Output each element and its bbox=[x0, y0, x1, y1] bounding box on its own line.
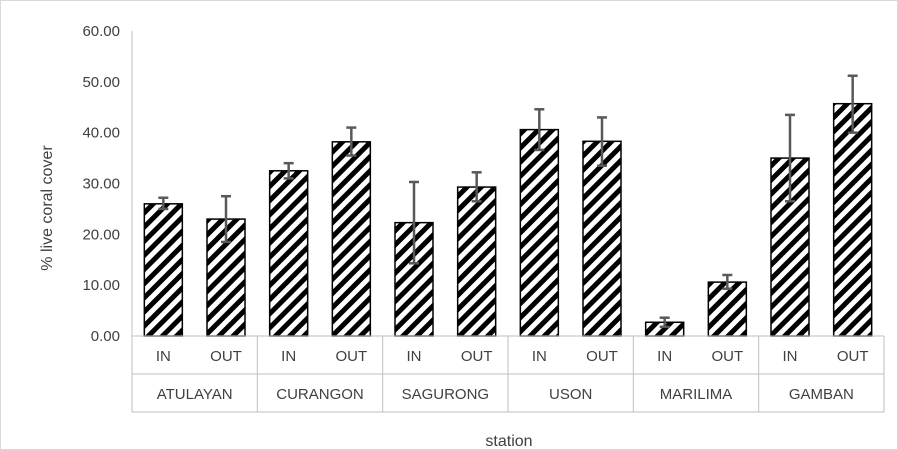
bar-category-label: OUT bbox=[335, 348, 367, 365]
bar-category-label: IN bbox=[281, 348, 296, 365]
bar-category-label: IN bbox=[783, 348, 798, 365]
y-tick-label: 10.00 bbox=[82, 277, 120, 294]
bar-category-label: IN bbox=[657, 348, 672, 365]
bar-category-label: OUT bbox=[837, 348, 869, 365]
bar bbox=[582, 140, 622, 337]
y-tick-label: 20.00 bbox=[82, 226, 120, 243]
bar-category-label: OUT bbox=[210, 348, 242, 365]
group-label: SAGURONG bbox=[402, 386, 490, 403]
bar bbox=[519, 128, 560, 337]
group-label: CURANGON bbox=[276, 386, 364, 403]
bar bbox=[143, 203, 184, 337]
y-tick-label: 0.00 bbox=[91, 328, 120, 345]
x-axis: IN OUT ATULAYAN IN OUT CURANGON IN OUT SAGURONG I… bbox=[131, 335, 885, 413]
y-tick-label: 40.00 bbox=[82, 125, 120, 142]
x-axis-title: station bbox=[485, 433, 532, 450]
bar-category-label: OUT bbox=[586, 348, 618, 365]
bar bbox=[707, 281, 748, 337]
group-label: GAMBAN bbox=[789, 386, 854, 403]
bar bbox=[456, 186, 497, 337]
bar-category-label: OUT bbox=[711, 348, 743, 365]
bar-category-label: IN bbox=[407, 348, 422, 365]
bar bbox=[268, 170, 309, 337]
bar-category-label: OUT bbox=[461, 348, 493, 365]
y-axis: 0.00 10.00 20.00 30.00 40.00 50.00 60.00 bbox=[82, 23, 133, 345]
y-tick-label: 30.00 bbox=[82, 176, 120, 193]
bar bbox=[331, 141, 372, 337]
bar bbox=[832, 102, 873, 337]
group-label: MARILIMA bbox=[660, 386, 733, 403]
y-axis-title: % live coral cover bbox=[39, 145, 56, 271]
error-bars bbox=[158, 74, 858, 329]
y-tick-label: 60.00 bbox=[82, 23, 120, 40]
y-tick-label: 50.00 bbox=[82, 74, 120, 91]
group-label: USON bbox=[549, 386, 592, 403]
bar-category-label: IN bbox=[156, 348, 171, 365]
group-label: ATULAYAN bbox=[157, 386, 233, 403]
bars bbox=[143, 102, 873, 337]
bar-category-label: IN bbox=[532, 348, 547, 365]
